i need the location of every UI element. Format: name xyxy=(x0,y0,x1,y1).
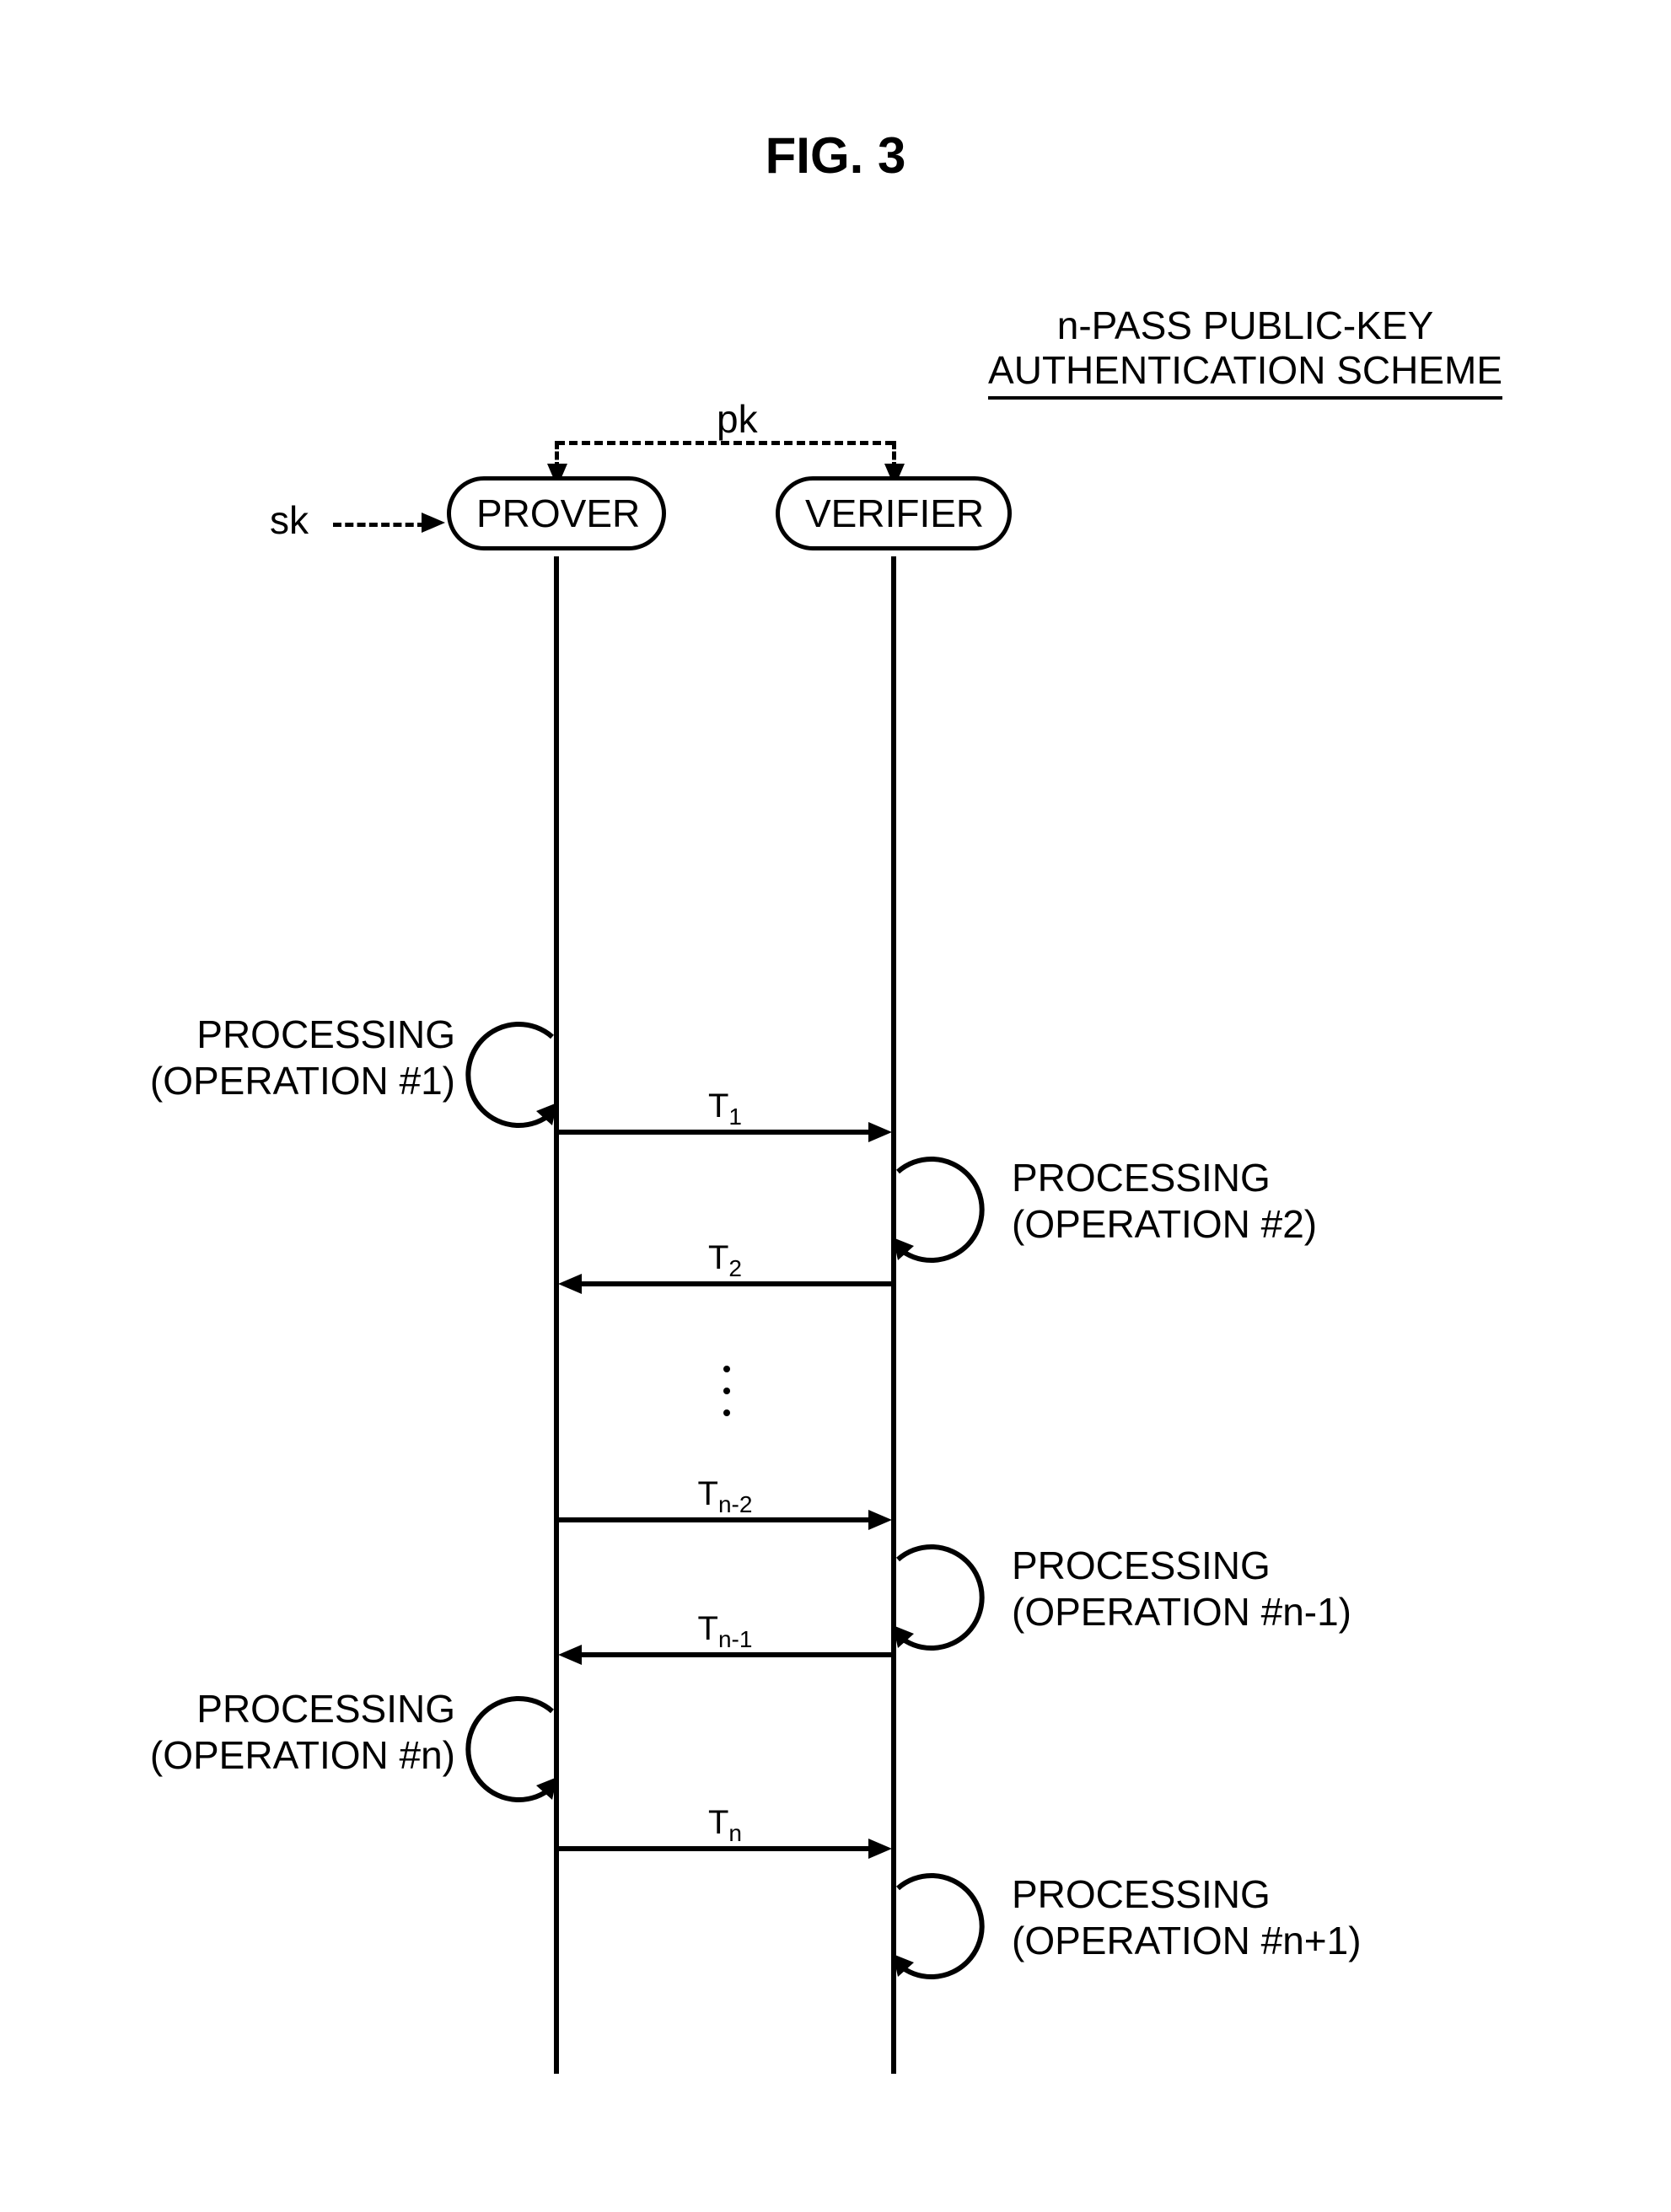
t2-arrowhead xyxy=(558,1274,582,1294)
tn1-label: Tn-1 xyxy=(556,1610,894,1653)
opnp1-loop-icon xyxy=(885,1863,1003,1981)
opnm1-label: PROCESSING (OPERATION #n-1) xyxy=(1012,1543,1475,1635)
tn-label: Tn xyxy=(556,1804,894,1847)
op1-l2: (OPERATION #1) xyxy=(76,1058,455,1104)
tn2-text: T xyxy=(698,1475,718,1512)
tn1-sub: n-1 xyxy=(718,1626,752,1652)
t2-sub: 2 xyxy=(728,1255,742,1281)
tn-arrowhead xyxy=(868,1839,892,1859)
t1-sub: 1 xyxy=(728,1103,742,1130)
figure-title: FIG. 3 xyxy=(766,126,906,185)
tn-sub: n xyxy=(728,1820,742,1846)
scheme-title-line1: n-PASS PUBLIC-KEY xyxy=(988,303,1502,348)
op1-loop-icon xyxy=(447,1012,565,1130)
pk-arrow-line xyxy=(556,441,894,445)
verifier-box: VERIFIER xyxy=(776,476,1012,550)
tn2-arrow xyxy=(559,1517,871,1522)
op2-l1: PROCESSING xyxy=(1012,1155,1475,1201)
opnp1-l2: (OPERATION #n+1) xyxy=(1012,1918,1475,1964)
sk-arrow-line xyxy=(333,523,426,527)
vdots-icon xyxy=(723,1366,732,1425)
opn-l2: (OPERATION #n) xyxy=(76,1732,455,1779)
opnp1-label: PROCESSING (OPERATION #n+1) xyxy=(1012,1871,1475,1964)
t1-text: T xyxy=(708,1087,728,1125)
scheme-title-line2: AUTHENTICATION SCHEME xyxy=(988,348,1502,393)
sk-arrowhead xyxy=(422,513,445,533)
sk-label: sk xyxy=(270,497,309,543)
tn2-arrowhead xyxy=(868,1510,892,1530)
t1-arrow xyxy=(559,1130,871,1135)
tn-arrow xyxy=(559,1846,871,1851)
opnm1-loop-icon xyxy=(885,1534,1003,1652)
opnm1-l1: PROCESSING xyxy=(1012,1543,1475,1589)
op1-l1: PROCESSING xyxy=(76,1012,455,1058)
t1-label: T1 xyxy=(556,1087,894,1130)
tn-text: T xyxy=(708,1804,728,1841)
op2-loop-icon xyxy=(885,1146,1003,1264)
pk-label: pk xyxy=(717,396,758,442)
opnm1-l2: (OPERATION #n-1) xyxy=(1012,1589,1475,1635)
opn-loop-icon xyxy=(447,1686,565,1804)
tn1-arrowhead xyxy=(558,1645,582,1665)
opnp1-l1: PROCESSING xyxy=(1012,1871,1475,1918)
t1-arrowhead xyxy=(868,1122,892,1142)
op2-l2: (OPERATION #2) xyxy=(1012,1201,1475,1248)
t2-arrow xyxy=(580,1281,892,1286)
t2-text: T xyxy=(708,1239,728,1276)
opn-l1: PROCESSING xyxy=(76,1686,455,1732)
scheme-title: n-PASS PUBLIC-KEY AUTHENTICATION SCHEME xyxy=(988,303,1502,400)
t2-label: T2 xyxy=(556,1239,894,1282)
prover-box: PROVER xyxy=(447,476,666,550)
opn-label: PROCESSING (OPERATION #n) xyxy=(76,1686,455,1779)
tn2-sub: n-2 xyxy=(718,1491,752,1517)
tn2-label: Tn-2 xyxy=(556,1475,894,1518)
tn1-arrow xyxy=(580,1652,892,1657)
op1-label: PROCESSING (OPERATION #1) xyxy=(76,1012,455,1104)
op2-label: PROCESSING (OPERATION #2) xyxy=(1012,1155,1475,1248)
tn1-text: T xyxy=(698,1610,718,1647)
